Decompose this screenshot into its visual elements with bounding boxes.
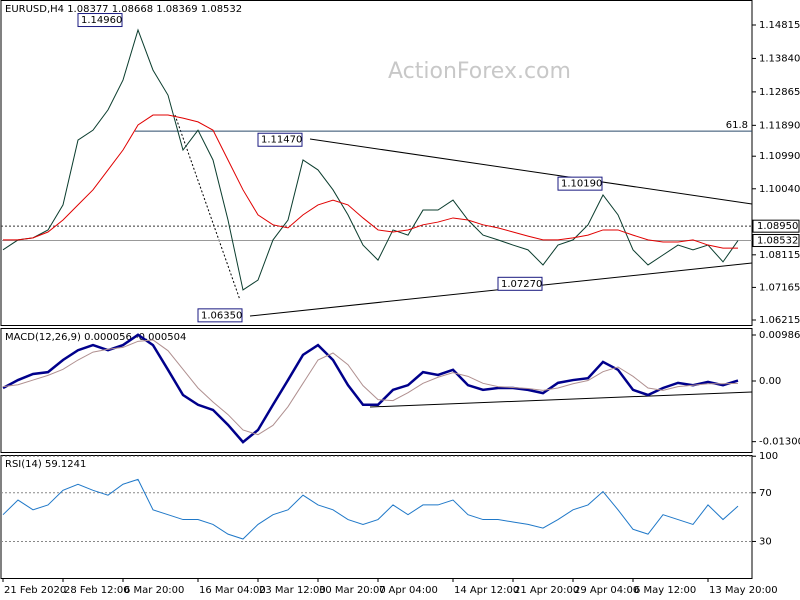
- x-tick-label: 7 Apr 04:00: [379, 585, 438, 596]
- annotation-box: [497, 276, 543, 291]
- y-tick-label: 0.009862: [759, 330, 800, 341]
- annotation-box: [197, 308, 243, 323]
- panel-border: [0, 328, 753, 453]
- x-tick-label: 16 Mar 04:00: [199, 585, 266, 596]
- price-tag-label: 1.08950: [757, 221, 798, 232]
- annotation-box: [557, 176, 603, 191]
- annotation-label: 1.14960: [81, 15, 122, 26]
- y-tick-label: 1.06215: [759, 315, 800, 326]
- panel-title: RSI(14) 59.1241: [5, 459, 86, 470]
- y-tick-label: 1.10990: [759, 151, 800, 162]
- annotation-box: [77, 13, 123, 28]
- y-tick-label: 30: [759, 536, 772, 547]
- series-line: [2, 333, 739, 444]
- annotation-label: 1.11470: [261, 135, 302, 146]
- x-tick-label: 13 May 20:00: [709, 585, 778, 596]
- x-tick-label: 14 Apr 12:00: [454, 585, 519, 596]
- series-line: [2, 28, 739, 291]
- panel-border: [0, 0, 753, 326]
- price-tag-box: [752, 219, 800, 233]
- y-tick-label: 70: [759, 488, 772, 499]
- dotted-line: [174, 114, 241, 301]
- fib-label: 61.8: [726, 120, 748, 131]
- y-tick-label: 1.12865: [759, 87, 800, 98]
- x-tick-label: 29 Apr 04:00: [574, 585, 639, 596]
- y-tick-label: 0.00: [759, 376, 781, 387]
- x-tick-label: 6 May 12:00: [634, 585, 696, 596]
- annotation-box: [257, 132, 303, 147]
- y-tick-label: 100: [759, 451, 778, 462]
- y-tick-label: 1.14815: [759, 20, 800, 31]
- y-tick-label: 1.07165: [759, 282, 800, 293]
- x-tick-label: 21 Feb 2020: [4, 585, 66, 596]
- panel-border: [0, 455, 753, 579]
- price-tag-label: 1.08532: [757, 236, 798, 247]
- y-tick-label: 1.11890: [759, 120, 800, 131]
- series-line: [2, 478, 739, 540]
- annotation-label: 1.06350: [201, 310, 242, 321]
- y-tick-label: 1.08115: [759, 250, 800, 261]
- watermark: ActionForex.com: [388, 59, 571, 84]
- x-tick-label: 21 Apr 20:00: [514, 585, 579, 596]
- series-line: [2, 339, 739, 436]
- series-line: [3, 114, 738, 249]
- x-tick-label: 6 Mar 20:00: [124, 585, 184, 596]
- x-tick-label: 23 Mar 12:00: [259, 585, 326, 596]
- y-tick-label: 1.13840: [759, 53, 800, 64]
- annotation-label: 1.10190: [561, 179, 602, 190]
- y-tick-label: -0.013002: [759, 437, 800, 448]
- x-tick-label: 30 Mar 20:00: [319, 585, 386, 596]
- x-tick-label: 28 Feb 12:00: [64, 585, 130, 596]
- price-tag-box: [752, 234, 800, 248]
- y-tick-label: 1.10040: [759, 184, 800, 195]
- panel-title: EURUSD,H4 1.08377 1.08668 1.08369 1.0853…: [5, 4, 242, 15]
- macd-trendline: [369, 391, 753, 408]
- panel-title: MACD(12,26,9) 0.000056 -0.000504: [5, 332, 186, 343]
- upper-trendline: [309, 138, 753, 205]
- annotation-label: 1.07270: [501, 279, 542, 290]
